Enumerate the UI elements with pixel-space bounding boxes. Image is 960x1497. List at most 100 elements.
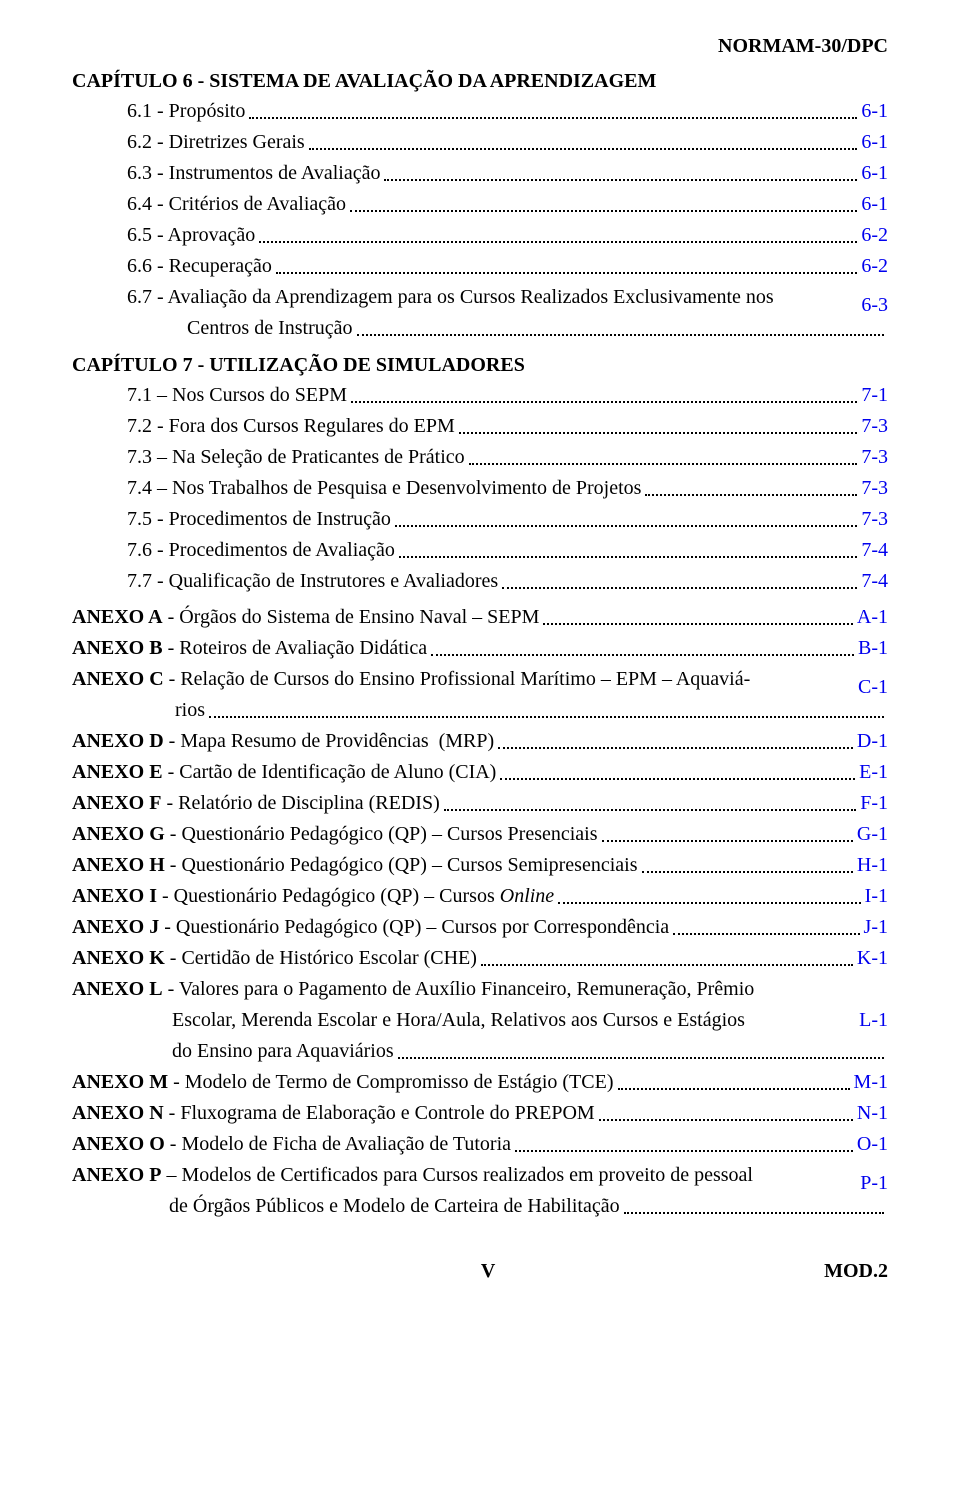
toc-entry[interactable]: 7.7 - Qualificação de Instrutores e Aval… — [72, 567, 888, 595]
chapter-7-title: CAPÍTULO 7 - UTILIZAÇÃO DE SIMULADORES — [72, 354, 888, 377]
toc-entry-page: G-1 — [857, 820, 888, 848]
toc-entry-label: 6.7 - Avaliação da Aprendizagem para os … — [127, 283, 774, 311]
toc-entry[interactable]: 6.5 - Aprovação6-2 — [72, 221, 888, 249]
toc-entry-page: 6-2 — [861, 252, 888, 280]
toc-entry-page: E-1 — [859, 758, 888, 786]
toc-entry-label: 7.2 - Fora dos Cursos Regulares do EPM — [127, 412, 455, 440]
toc-entry[interactable]: ANEXO K - Certidão de Histórico Escolar … — [72, 944, 888, 972]
toc-entry[interactable]: 7.5 - Procedimentos de Instrução7-3 — [72, 505, 888, 533]
toc-entry[interactable]: ANEXO B - Roteiros de Avaliação Didática… — [72, 634, 888, 662]
toc-entry-label: ANEXO B - Roteiros de Avaliação Didática — [72, 634, 427, 662]
toc-entry-multiline[interactable]: ANEXO P – Modelos de Certificados para C… — [72, 1161, 888, 1220]
leader-dots — [276, 271, 857, 274]
leader-dots — [618, 1087, 850, 1090]
leader-dots — [543, 622, 852, 625]
toc-entry[interactable]: 6.3 - Instrumentos de Avaliação 6-1 — [72, 159, 888, 187]
toc-entry-label: 7.4 – Nos Trabalhos de Pesquisa e Desenv… — [127, 474, 641, 502]
toc-entry-page: B-1 — [858, 634, 888, 662]
toc-entry-label: ANEXO D - Mapa Resumo de Providências (M… — [72, 727, 494, 755]
toc-entry-label: ANEXO J - Questionário Pedagógico (QP) –… — [72, 913, 669, 941]
toc-entry[interactable]: 7.4 – Nos Trabalhos de Pesquisa e Desenv… — [72, 474, 888, 502]
toc-entry-page: K-1 — [857, 944, 888, 972]
leader-dots — [515, 1149, 853, 1152]
leader-dots — [673, 932, 859, 935]
toc-entry-page: 7-3 — [861, 474, 888, 502]
toc-entry-page: D-1 — [857, 727, 888, 755]
toc-entry-label: 7.5 - Procedimentos de Instrução — [127, 505, 391, 533]
leader-dots — [642, 870, 853, 873]
toc-entry-page: O-1 — [857, 1130, 888, 1158]
toc-entry-page: I-1 — [865, 882, 888, 910]
toc-entry-label: 7.6 - Procedimentos de Avaliação — [127, 536, 395, 564]
toc-entry-page: 7-1 — [861, 381, 888, 409]
toc-entry-multiline[interactable]: ANEXO L - Valores para o Pagamento de Au… — [72, 975, 888, 1065]
toc-entry-label: 6.3 - Instrumentos de Avaliação — [127, 159, 380, 187]
leader-dots — [558, 901, 860, 904]
toc-entry-page: P-1 — [860, 1169, 888, 1197]
toc-entry[interactable]: ANEXO N - Fluxograma de Elaboração e Con… — [72, 1099, 888, 1127]
leader-dots — [399, 555, 857, 558]
toc-entry[interactable]: ANEXO G - Questionário Pedagógico (QP) –… — [72, 820, 888, 848]
toc-entry-page: C-1 — [858, 673, 888, 701]
toc-entry[interactable]: ANEXO H - Questionário Pedagógico (QP) –… — [72, 851, 888, 879]
toc-entry[interactable]: 7.2 - Fora dos Cursos Regulares do EPM7-… — [72, 412, 888, 440]
leader-dots — [384, 178, 857, 181]
toc-entry-page: 7-4 — [861, 567, 888, 595]
toc-entry-multiline[interactable]: 6.7 - Avaliação da Aprendizagem para os … — [72, 283, 888, 342]
toc-entry-page: 6-2 — [861, 221, 888, 249]
toc-entry-multiline[interactable]: ANEXO C - Relação de Cursos do Ensino Pr… — [72, 665, 888, 724]
toc-entry[interactable]: 7.6 - Procedimentos de Avaliação 7-4 — [72, 536, 888, 564]
page-footer: V MOD.2 — [72, 1260, 888, 1283]
toc-entry-label: ANEXO P – Modelos de Certificados para C… — [72, 1161, 753, 1189]
toc-entry[interactable]: ANEXO D - Mapa Resumo de Providências (M… — [72, 727, 888, 755]
toc-entry-label: ANEXO C - Relação de Cursos do Ensino Pr… — [72, 665, 750, 693]
toc-entry-page: 7-3 — [861, 443, 888, 471]
toc-entry-page: 6-1 — [861, 159, 888, 187]
leader-dots — [350, 209, 857, 212]
toc-entry-label: ANEXO I - Questionário Pedagógico (QP) –… — [72, 882, 554, 910]
leader-dots — [259, 240, 857, 243]
leader-dots — [645, 493, 857, 496]
toc-entry-label: 6.4 - Critérios de Avaliação — [127, 190, 346, 218]
toc-entry[interactable]: 7.3 – Na Seleção de Praticantes de Práti… — [72, 443, 888, 471]
toc-entry-label: ANEXO K - Certidão de Histórico Escolar … — [72, 944, 477, 972]
toc-entry-label: 7.1 – Nos Cursos do SEPM — [127, 381, 347, 409]
toc-entry-label: 7.3 – Na Seleção de Praticantes de Práti… — [127, 443, 465, 471]
leader-dots — [599, 1118, 853, 1121]
toc-entry-page: J-1 — [864, 913, 888, 941]
toc-entry[interactable]: ANEXO M - Modelo de Termo de Compromisso… — [72, 1068, 888, 1096]
toc-entry-page: M-1 — [854, 1068, 888, 1096]
toc-entry-label-cont: rios — [72, 696, 205, 724]
toc-entry[interactable]: 7.1 – Nos Cursos do SEPM 7-1 — [72, 381, 888, 409]
toc-entry-page: H-1 — [857, 851, 888, 879]
leader-dots — [481, 963, 853, 966]
toc-entry[interactable]: ANEXO A - Órgãos do Sistema de Ensino Na… — [72, 603, 888, 631]
toc-entry-page: F-1 — [860, 789, 888, 817]
toc-entry-label-cont: de Órgãos Públicos e Modelo de Carteira … — [72, 1192, 620, 1220]
toc-entry-label-cont: Escolar, Merenda Escolar e Hora/Aula, Re… — [72, 1006, 745, 1034]
toc-entry[interactable]: 6.4 - Critérios de Avaliação 6-1 — [72, 190, 888, 218]
toc-entry-label-cont: do Ensino para Aquaviários — [72, 1037, 394, 1065]
toc-entry-page: 6-1 — [861, 190, 888, 218]
toc-entry-label: ANEXO E - Cartão de Identificação de Alu… — [72, 758, 496, 786]
toc-entry[interactable]: ANEXO O - Modelo de Ficha de Avaliação d… — [72, 1130, 888, 1158]
toc-entry-label: 6.6 - Recuperação — [127, 252, 272, 280]
toc-entry[interactable]: ANEXO F - Relatório de Disciplina (REDIS… — [72, 789, 888, 817]
toc-entry[interactable]: 6.6 - Recuperação 6-2 — [72, 252, 888, 280]
toc-entry[interactable]: 6.2 - Diretrizes Gerais6-1 — [72, 128, 888, 156]
leader-dots — [500, 777, 855, 780]
toc-entry[interactable]: ANEXO J - Questionário Pedagógico (QP) –… — [72, 913, 888, 941]
toc-entry[interactable]: ANEXO E - Cartão de Identificação de Alu… — [72, 758, 888, 786]
toc-entry-page: 6-1 — [861, 97, 888, 125]
leader-dots — [469, 462, 858, 465]
chapter-6-title: CAPÍTULO 6 - SISTEMA DE AVALIAÇÃO DA APR… — [72, 70, 888, 93]
leader-dots — [602, 839, 853, 842]
leader-dots — [395, 524, 858, 527]
toc-entry-label: ANEXO H - Questionário Pedagógico (QP) –… — [72, 851, 638, 879]
toc-entry-page: 7-4 — [861, 536, 888, 564]
toc-entry[interactable]: ANEXO I - Questionário Pedagógico (QP) –… — [72, 882, 888, 910]
leader-dots — [498, 746, 853, 749]
leader-dots — [502, 586, 857, 589]
toc-entry-label: ANEXO O - Modelo de Ficha de Avaliação d… — [72, 1130, 511, 1158]
toc-entry[interactable]: 6.1 - Propósito6-1 — [72, 97, 888, 125]
